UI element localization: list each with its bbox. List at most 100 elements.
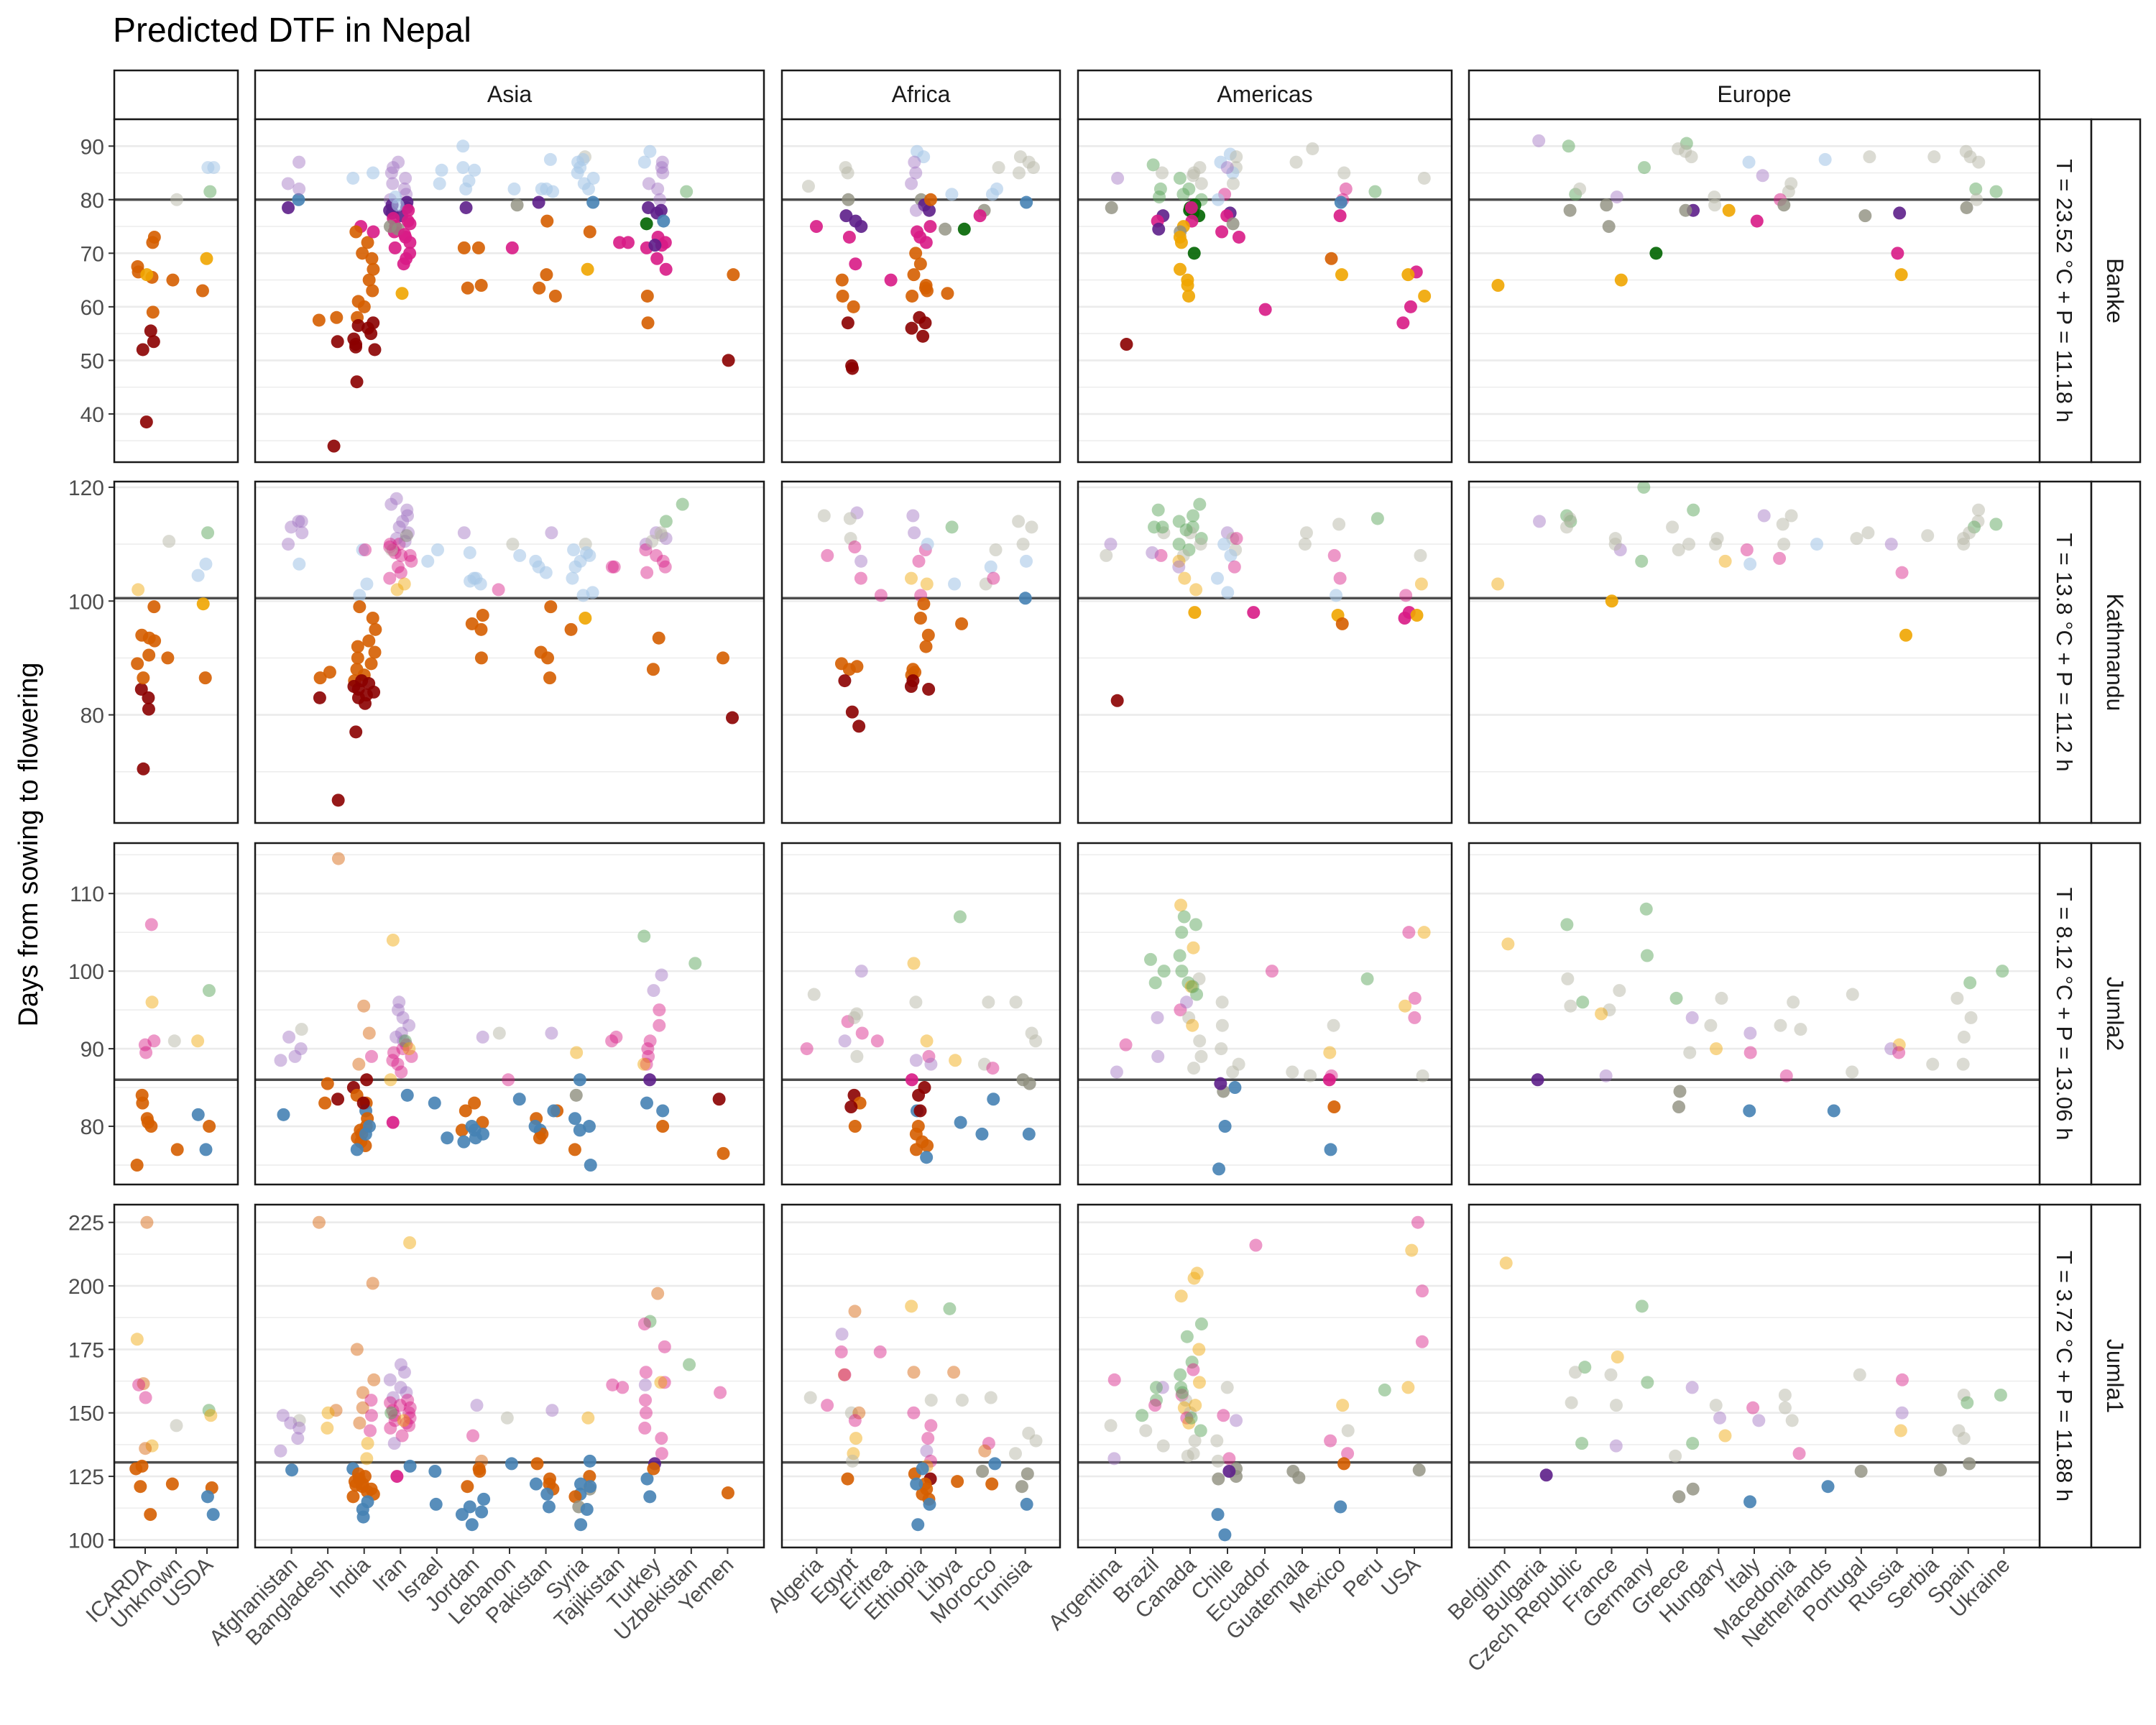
data-point xyxy=(136,1096,149,1110)
data-point xyxy=(477,1492,491,1506)
data-point xyxy=(639,1394,653,1407)
data-point xyxy=(191,1108,205,1121)
data-point xyxy=(941,287,954,300)
data-point xyxy=(1649,247,1663,260)
row-strip-formula-kathmandu xyxy=(2038,480,2093,824)
data-point xyxy=(1531,1073,1544,1087)
data-point xyxy=(1861,526,1875,540)
data-point xyxy=(658,1340,671,1353)
data-point xyxy=(1778,1389,1792,1402)
column-strip-label: Americas xyxy=(1217,81,1312,107)
data-point xyxy=(1672,1490,1686,1504)
data-point xyxy=(1335,617,1349,630)
data-point xyxy=(330,310,344,324)
panel-background xyxy=(1469,1205,2040,1547)
data-point xyxy=(1175,926,1189,939)
data-point xyxy=(606,1378,619,1392)
data-point xyxy=(1401,268,1415,282)
data-point xyxy=(800,1042,814,1056)
row-strip-site-text: Kathmandu xyxy=(2102,594,2128,712)
data-point xyxy=(346,171,360,185)
data-point xyxy=(1222,1465,1236,1478)
data-point xyxy=(904,571,918,585)
data-point xyxy=(392,155,405,169)
data-point xyxy=(1600,198,1613,212)
data-point xyxy=(144,1508,157,1522)
data-point xyxy=(1180,1330,1194,1343)
data-point xyxy=(1989,518,2003,531)
data-point xyxy=(1846,988,1859,1001)
data-point xyxy=(1398,612,1411,625)
data-point xyxy=(147,230,161,244)
data-point xyxy=(392,1003,405,1017)
data-point xyxy=(331,794,345,807)
data-point xyxy=(1415,1284,1429,1298)
data-point xyxy=(292,193,305,206)
data-point xyxy=(658,1376,671,1389)
data-point xyxy=(807,988,821,1001)
data-point xyxy=(312,1215,326,1229)
data-point xyxy=(401,509,415,523)
data-point xyxy=(1334,1500,1348,1514)
panel-background xyxy=(1469,843,2040,1184)
data-point xyxy=(1214,155,1227,169)
data-point xyxy=(468,1096,482,1110)
data-point xyxy=(1863,150,1876,164)
data-point xyxy=(844,532,857,546)
data-point xyxy=(474,622,488,636)
data-point xyxy=(366,284,379,298)
panel-border xyxy=(113,480,239,824)
data-point xyxy=(659,262,673,276)
data-point xyxy=(1561,972,1575,985)
data-point xyxy=(203,1120,216,1133)
data-point xyxy=(821,1399,834,1412)
data-point xyxy=(643,144,657,158)
data-point xyxy=(1884,1042,1898,1056)
data-point xyxy=(1110,694,1124,707)
data-point xyxy=(457,1135,471,1149)
data-point xyxy=(1151,1011,1164,1024)
data-point xyxy=(321,1077,334,1090)
data-point xyxy=(923,1454,937,1468)
data-point xyxy=(921,538,934,551)
data-point xyxy=(605,1034,619,1048)
data-point xyxy=(722,354,735,367)
data-point xyxy=(543,671,557,685)
data-point xyxy=(1227,560,1241,574)
data-point xyxy=(605,560,619,574)
data-point xyxy=(403,1411,417,1425)
data-point xyxy=(1215,995,1229,1009)
data-point xyxy=(580,546,594,559)
data-point xyxy=(433,177,446,190)
data-point xyxy=(1217,1409,1230,1422)
row-strip-formula-text: T = 3.72 °C + P = 11.88 h xyxy=(2052,1251,2077,1501)
panel-jumla1-asia xyxy=(254,1203,765,1549)
data-point xyxy=(854,965,868,978)
data-point xyxy=(640,566,654,579)
data-point xyxy=(1989,185,2003,198)
data-point xyxy=(469,571,483,585)
data-point xyxy=(403,217,417,231)
data-point xyxy=(386,933,400,947)
data-point xyxy=(1333,209,1347,223)
data-point xyxy=(801,180,815,193)
data-point xyxy=(1827,1104,1841,1118)
data-point xyxy=(1708,198,1722,212)
panel-kathmandu-asia xyxy=(254,480,765,824)
data-point xyxy=(397,257,410,271)
data-point xyxy=(391,1057,405,1071)
data-point xyxy=(1210,571,1224,585)
data-point xyxy=(277,1108,290,1121)
data-point xyxy=(402,1406,416,1420)
data-point xyxy=(1891,247,1904,260)
data-point xyxy=(356,543,369,556)
data-point xyxy=(1821,1480,1835,1494)
panel-border xyxy=(780,118,1061,464)
data-point xyxy=(652,631,665,645)
data-point xyxy=(130,1159,144,1172)
data-point xyxy=(351,640,364,653)
data-point xyxy=(387,1046,400,1059)
data-point xyxy=(1715,991,1728,1005)
row-strip-formula-text: T = 8.12 °C + P = 13.06 h xyxy=(2052,888,2077,1141)
data-point xyxy=(360,1073,374,1087)
